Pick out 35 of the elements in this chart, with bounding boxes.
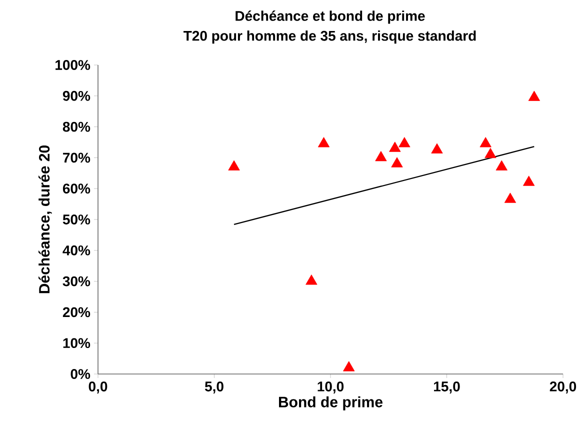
point: [318, 137, 330, 148]
x-tick-label: 10,0: [318, 382, 344, 394]
x-tick-label: 0,0: [88, 382, 108, 394]
point: [480, 137, 492, 148]
y-tick-label: 30%: [62, 276, 90, 286]
point: [375, 150, 387, 162]
y-tick-label: 10%: [63, 338, 90, 348]
point: [504, 192, 516, 203]
x-tick-label: 20,0: [550, 382, 576, 394]
y-tick-label: 80%: [62, 122, 90, 132]
y-axis-title: Déchéance, durée 20: [38, 146, 52, 294]
point: [496, 160, 508, 170]
x-axis-title: Bond de prime: [279, 396, 382, 410]
x-tick-label: 5,0: [204, 382, 224, 394]
x-tick-label: 15,0: [434, 382, 460, 394]
y-tick-label: 0%: [70, 369, 90, 379]
chart-title: Déchéance et bond de prime: [236, 10, 425, 24]
y-tick-label: 70%: [63, 152, 90, 163]
y-tick-label: 50%: [62, 214, 90, 224]
chart-subtitle: T20 pour homme de 35 ans, risque standard: [184, 30, 476, 44]
point: [398, 137, 410, 148]
point: [523, 176, 535, 186]
point: [343, 361, 355, 372]
point: [389, 142, 401, 152]
point: [228, 160, 240, 170]
y-tick-label: 90%: [62, 90, 90, 101]
point: [528, 90, 540, 101]
y-tick-label: 40%: [62, 245, 90, 256]
y-tick-label: 100%: [56, 60, 90, 70]
point: [484, 148, 496, 158]
point: [431, 143, 443, 154]
y-tick-label: 60%: [62, 184, 90, 194]
point: [391, 157, 403, 168]
y-tick-label: 20%: [62, 307, 90, 318]
point: [306, 274, 318, 285]
